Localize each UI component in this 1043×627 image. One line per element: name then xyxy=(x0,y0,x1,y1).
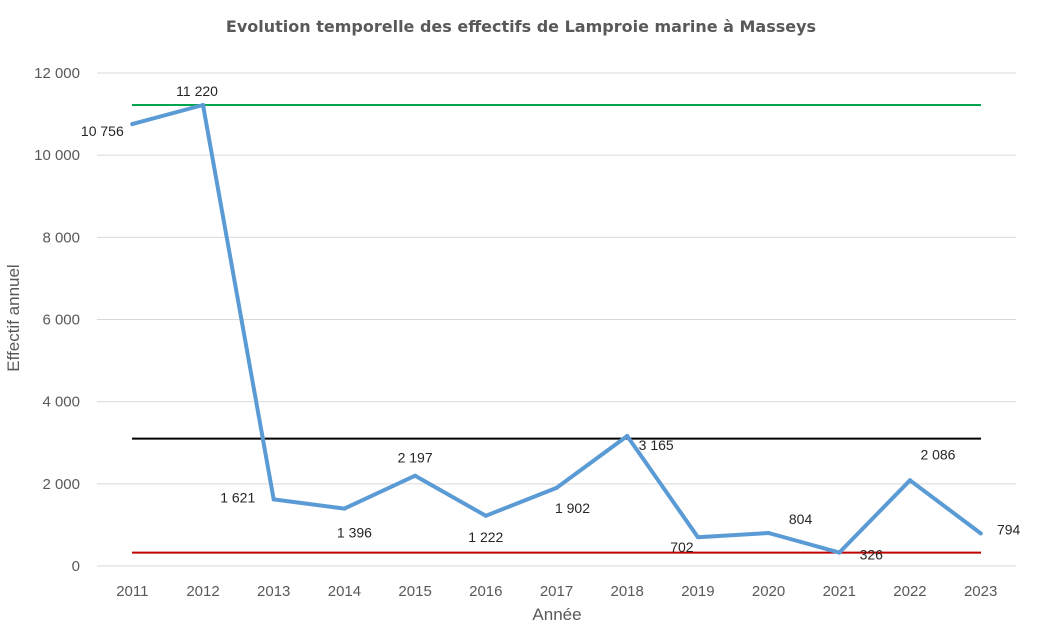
data-label: 2 197 xyxy=(398,450,433,466)
data-label: 702 xyxy=(670,539,694,555)
data-point xyxy=(978,531,983,536)
grid-layer xyxy=(97,72,1016,567)
data-label: 3 165 xyxy=(639,437,674,453)
x-axis-ticks: 2011 2012 2013 2014 2015 2016 2017 2018 2019 2020… xyxy=(116,583,997,600)
x-tick-label: 2015 xyxy=(398,583,431,600)
series-line xyxy=(130,103,983,555)
data-point xyxy=(413,473,418,478)
x-tick-label: 2013 xyxy=(257,583,290,600)
y-tick-label: 8 000 xyxy=(42,229,80,246)
x-axis-title: Année xyxy=(532,605,581,624)
data-label: 1 222 xyxy=(468,529,503,545)
data-label: 10 756 xyxy=(81,123,124,139)
data-label: 804 xyxy=(789,511,813,527)
data-point xyxy=(201,103,206,108)
data-point xyxy=(625,433,630,438)
x-tick-label: 2012 xyxy=(186,583,219,600)
y-tick-label: 10 000 xyxy=(34,147,80,164)
chart-title: Evolution temporelle des effectifs de La… xyxy=(226,17,816,36)
y-axis-title: Effectif annuel xyxy=(4,264,23,371)
y-axis-ticks: 0 2 000 4 000 6 000 8 000 10 000 12 000 xyxy=(34,65,80,575)
data-point xyxy=(130,122,135,127)
data-label: 11 220 xyxy=(176,83,218,99)
data-label: 1 902 xyxy=(555,500,590,516)
x-tick-label: 2021 xyxy=(823,583,856,600)
y-tick-label: 0 xyxy=(72,558,80,575)
x-tick-label: 2014 xyxy=(328,583,361,600)
x-tick-label: 2023 xyxy=(964,583,997,600)
y-tick-label: 4 000 xyxy=(42,394,80,411)
y-tick-label: 2 000 xyxy=(42,476,80,493)
x-tick-label: 2018 xyxy=(611,583,644,600)
series-layer xyxy=(130,103,983,555)
data-labels: 10 756 11 220 1 621 1 396 2 197 1 222 1 902 3 1… xyxy=(81,83,1021,563)
x-tick-label: 2011 xyxy=(116,583,148,600)
data-label: 794 xyxy=(997,521,1021,537)
x-tick-label: 2019 xyxy=(681,583,714,600)
data-label: 1 621 xyxy=(220,489,255,505)
x-tick-label: 2020 xyxy=(752,583,785,600)
y-tick-label: 6 000 xyxy=(42,312,80,329)
data-point xyxy=(837,550,842,555)
data-point xyxy=(554,485,559,490)
data-label: 326 xyxy=(860,547,884,563)
data-point xyxy=(907,478,912,483)
x-tick-label: 2016 xyxy=(469,583,502,600)
data-point xyxy=(342,506,347,511)
y-tick-label: 12 000 xyxy=(34,65,80,82)
x-tick-label: 2017 xyxy=(540,583,573,600)
data-point xyxy=(695,535,700,540)
x-tick-label: 2022 xyxy=(893,583,926,600)
data-point xyxy=(271,497,276,502)
data-label: 2 086 xyxy=(920,446,955,462)
data-label: 1 396 xyxy=(337,525,372,541)
data-point xyxy=(483,513,488,518)
data-point xyxy=(766,530,771,535)
